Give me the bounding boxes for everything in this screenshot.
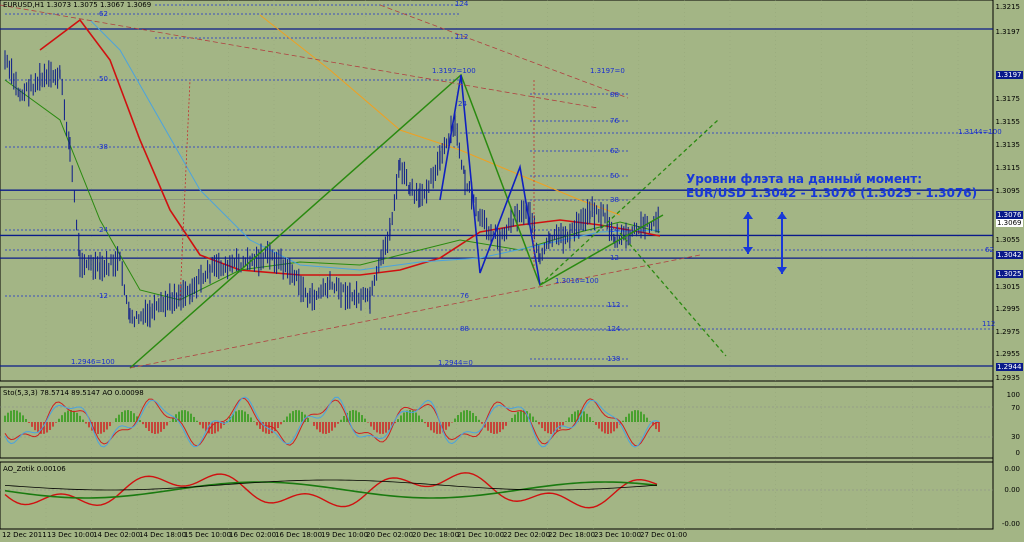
ao-green [4, 481, 658, 499]
arrow-head [743, 212, 753, 219]
stochastic-signal [4, 396, 660, 448]
fib-label: 50 [99, 75, 108, 83]
ao-red [4, 472, 658, 509]
price-tick: 1.2995 [995, 305, 1021, 313]
level-tag-1.3197: 1.3197 [996, 71, 1023, 79]
channel-line [379, 4, 629, 99]
fib-label: 62 [985, 246, 994, 254]
price-tick: 1.3215 [995, 3, 1021, 11]
price-tick: 1.3155 [995, 118, 1021, 126]
fib-label: 24 [610, 226, 619, 234]
trend-green-dashed [539, 119, 719, 286]
current-price-tag: 1.3069 [996, 219, 1023, 227]
ao-zotik-header: AO_Zotik 0.00106 [3, 465, 66, 473]
fib-label: 62 [610, 147, 619, 155]
arrow-head [777, 212, 787, 219]
ao-axis-tick: -0.00 [1001, 520, 1020, 528]
time-tick: 16 Dec 18:00 [275, 531, 323, 539]
price-tick: 1.3095 [995, 187, 1021, 195]
price-tick: 1.2935 [995, 374, 1021, 382]
price-tick: 1.3015 [995, 283, 1021, 291]
ma-red [39, 18, 661, 276]
fib-label: 112 [982, 320, 996, 328]
level-tag-1.3042: 1.3042 [996, 251, 1023, 259]
fib-label: 12 [99, 292, 108, 300]
fib-label: 88 [610, 91, 619, 99]
time-tick: 22 Dec 18:00 [548, 531, 596, 539]
price-tick: 1.2955 [995, 350, 1021, 358]
stochastic-header: Sto(5,3,3) 78.5714 89.5147 AO 0.00098 [3, 389, 144, 397]
zigzag [439, 74, 541, 286]
candlestick-series [4, 50, 659, 328]
fib-label: 112 [607, 301, 621, 309]
time-tick: 23 Dec 10:00 [594, 531, 642, 539]
fib-label: 138 [607, 355, 621, 363]
ao-axis-tick: 0.00 [1004, 465, 1020, 473]
fib-label: 76 [460, 292, 469, 300]
fib-label: 38 [610, 196, 619, 204]
time-tick: 20 Dec 02:00 [366, 531, 414, 539]
sto-axis-tick: 30 [1011, 433, 1020, 441]
fib-label: 112 [455, 33, 469, 41]
fib-label: 1.3144=100 [958, 128, 1002, 136]
arrow-head [777, 267, 787, 274]
fib-label: 38 [99, 143, 108, 151]
fib-label: 50 [610, 172, 619, 180]
channel-line [0, 4, 599, 109]
time-tick: 12 Dec 2011 [2, 531, 47, 539]
time-tick: 19 Dec 10:00 [321, 531, 369, 539]
level-tag-1.2944: 1.2944 [996, 363, 1023, 371]
time-tick: 27 Dec 01:00 [640, 531, 688, 539]
time-tick: 22 Dec 02:00 [503, 531, 551, 539]
sto-axis-tick: 70 [1011, 404, 1020, 412]
time-tick: 13 Dec 10:00 [47, 531, 95, 539]
level-tag-1.3076: 1.3076 [996, 211, 1023, 219]
annotation-levels: EUR/USD 1.3042 - 1.3076 (1.3025 - 1.3076… [686, 186, 978, 200]
ao-black [4, 479, 658, 491]
fib-label: 62 [99, 10, 108, 18]
fib-label: 124 [455, 0, 469, 8]
channel-line [129, 254, 701, 369]
fib-label: 24 [99, 226, 108, 234]
price-tick: 1.3115 [995, 164, 1021, 172]
arrow-head [743, 247, 753, 254]
price-tick: 1.3055 [995, 236, 1021, 244]
price-tick: 1.3197 [995, 28, 1021, 36]
vertical-dotted [179, 79, 191, 301]
fib-label: 1.3016=100 [555, 277, 599, 285]
fib-label: 124 [607, 325, 621, 333]
chart-symbol-header: EURUSD,H1 1.3073 1.3075 1.3067 1.3069 [3, 1, 152, 9]
level-tag-1.3025: 1.3025 [996, 270, 1023, 278]
fib-label: 88 [460, 325, 469, 333]
price-tick: 1.3175 [995, 95, 1021, 103]
flat-levels-annotation: Уровни флэта на данный момент: EUR/USD 1… [686, 172, 977, 200]
ma-orange [259, 14, 621, 216]
triangle-green [129, 73, 664, 369]
price-tick: 1.2975 [995, 328, 1021, 336]
time-tick: 14 Dec 02:00 [93, 531, 141, 539]
price-tick: 1.3135 [995, 141, 1021, 149]
fib-label: 1.3197=0 [590, 67, 625, 75]
fib-label: 1.2946=100 [71, 358, 115, 366]
time-tick: 15 Dec 10:00 [184, 531, 232, 539]
fib-label: 1.2944=0 [438, 359, 473, 367]
time-tick: 20 Dec 18:00 [412, 531, 460, 539]
time-tick: 14 Dec 18:00 [139, 531, 187, 539]
sto-axis-tick: 100 [1006, 391, 1020, 399]
sto-axis-tick: 0 [1015, 449, 1020, 457]
ao-axis-tick: 0.00 [1004, 486, 1020, 494]
annotation-title: Уровни флэта на данный момент: [686, 172, 923, 186]
time-tick: 16 Dec 02:00 [229, 531, 277, 539]
fib-label: 1.3197=100 [432, 67, 476, 75]
fib-label: 12 [610, 254, 619, 262]
trend-green-dashed [619, 232, 727, 357]
fib-label: 24 [458, 100, 467, 108]
time-tick: 21 Dec 10:00 [457, 531, 505, 539]
fib-label: 76 [610, 117, 619, 125]
